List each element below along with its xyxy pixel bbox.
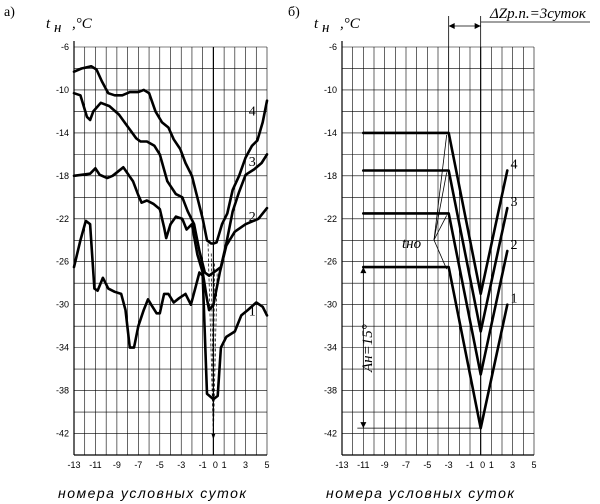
panel-b-ylabel-sub: н: [322, 20, 329, 36]
y-tick-label: -22: [56, 214, 69, 224]
y-tick-label: -38: [56, 386, 69, 396]
amplitude-arrowhead-bottom: [360, 422, 367, 429]
series-label-2: 2: [249, 210, 256, 225]
y-tick-label: -30: [324, 300, 337, 310]
series-line-1: [72, 219, 269, 401]
dashed-guide-line: [207, 243, 214, 436]
x-tick-label: -3: [445, 460, 453, 470]
panel-b-letter: б): [288, 5, 300, 20]
dashed-guide-line: [213, 263, 215, 436]
panel-a-plot: -6-10-14-18-22-26-30-34-38-42-13 -11 -9 -7-…: [56, 41, 270, 470]
delta-z-arrowhead-left: [448, 23, 455, 29]
t-no-leader: [433, 172, 448, 241]
x-tick-label: 0: [480, 460, 485, 470]
x-tick-label: 3: [510, 460, 515, 470]
delta-z-arrowhead-right: [474, 23, 481, 29]
x-tick-label: 1: [222, 460, 227, 470]
x-tick-label: -13: [67, 460, 80, 470]
x-tick-label: -11: [89, 460, 101, 470]
panel-a-ylabel-sub: н: [54, 20, 61, 36]
y-tick-label: -26: [324, 257, 337, 267]
panel-a-ylabel: t н ,°C: [46, 16, 93, 36]
x-tick-label: 0: [213, 460, 218, 470]
x-tick-label: 5: [264, 460, 269, 470]
panel-b-caption: номера условных суток: [326, 485, 515, 501]
y-tick-label: -10: [324, 85, 337, 95]
series-line-3: [362, 169, 509, 333]
x-tick-label: -1: [199, 460, 207, 470]
series-label-4: 4: [249, 105, 256, 120]
y-tick-label: -6: [61, 42, 69, 52]
x-tick-label: -5: [156, 460, 164, 470]
y-tick-label: -42: [56, 429, 69, 439]
panel-b-ylabel: t н ,°C: [314, 16, 361, 36]
y-tick-label: -38: [324, 386, 337, 396]
series-line-2: [362, 212, 509, 376]
t-no-leader: [433, 215, 448, 241]
x-tick-label: -1: [466, 460, 474, 470]
series-label-4: 4: [511, 157, 518, 172]
y-tick-label: -34: [324, 343, 337, 353]
y-tick-label: -14: [56, 128, 69, 138]
amplitude-label: Aн=15°: [360, 324, 376, 373]
y-tick-label: -30: [56, 300, 69, 310]
y-tick-label: -10: [56, 85, 69, 95]
panel-a-ylabel-t: t: [46, 16, 51, 32]
series-label-1: 1: [511, 292, 518, 307]
y-tick-label: -22: [324, 214, 337, 224]
series-line-1: [362, 265, 509, 430]
delta-z-label: ΔZр.п.=3суток: [489, 6, 587, 22]
series-line-4: [72, 65, 269, 245]
series-label-2: 2: [511, 238, 518, 253]
series-label-3: 3: [249, 155, 256, 170]
t-no-leader: [433, 239, 448, 270]
t-no-label: tно: [402, 236, 422, 252]
t-no-leader: [433, 134, 448, 241]
panel-a-letter: а): [4, 5, 15, 20]
x-tick-label: -7: [134, 460, 142, 470]
y-tick-label: -18: [56, 171, 69, 181]
series-label-3: 3: [511, 195, 518, 210]
y-tick-label: -14: [324, 128, 337, 138]
x-tick-label: -9: [113, 460, 121, 470]
x-tick-label: -7: [402, 460, 410, 470]
y-tick-label: -18: [324, 171, 337, 181]
series-line-4: [362, 131, 509, 296]
arrowhead: [211, 433, 216, 440]
x-tick-label: 5: [531, 460, 536, 470]
amplitude-arrowhead-top: [360, 267, 367, 274]
y-tick-label: -34: [56, 343, 69, 353]
x-tick-label: -9: [381, 460, 389, 470]
x-tick-label: 1: [489, 460, 494, 470]
dashed-guide-line: [210, 253, 214, 436]
x-tick-label: -3: [177, 460, 185, 470]
panel-b-ylabel-t: t: [314, 16, 319, 32]
y-tick-label: -26: [56, 257, 69, 267]
panel-a-caption: номера условных суток: [58, 485, 247, 501]
y-tick-label: -6: [329, 42, 337, 52]
panel-a-ylabel-unit: ,°C: [72, 16, 93, 32]
x-tick-label: -13: [335, 460, 348, 470]
y-tick-label: -42: [324, 429, 337, 439]
series-line-2: [72, 166, 269, 312]
series-label-1: 1: [249, 304, 256, 319]
series-line-3: [72, 91, 269, 277]
dashed-guide-line: [213, 273, 218, 436]
panel-b-plot: -6-10-14-18-22-26-30-34-38-42-13 -11 -9 -7-…: [324, 16, 590, 470]
x-tick-label: -11: [357, 460, 369, 470]
x-tick-label: -5: [423, 460, 431, 470]
panel-b-ylabel-unit: ,°C: [340, 16, 361, 32]
x-tick-label: 3: [243, 460, 248, 470]
